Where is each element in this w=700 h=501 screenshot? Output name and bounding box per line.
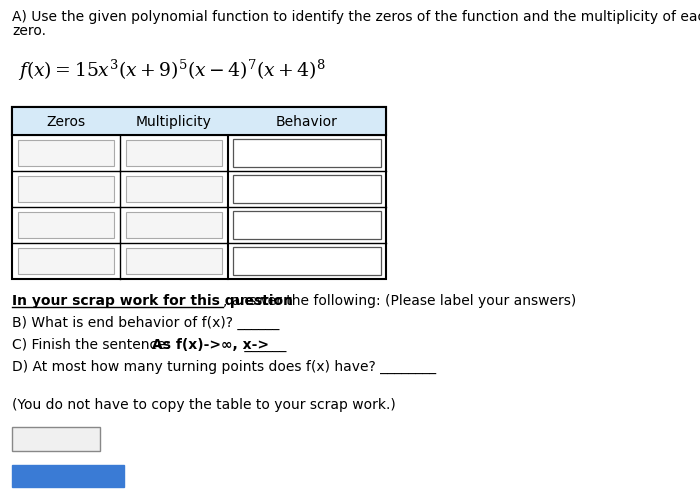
Bar — [233, 176, 381, 203]
Text: zero.: zero. — [12, 24, 46, 38]
Bar — [233, 140, 381, 168]
Text: Behavior: Behavior — [276, 115, 338, 129]
Bar — [18, 141, 114, 167]
Text: Select an answer ∨: Select an answer ∨ — [238, 255, 367, 268]
Text: A) Use the given polynomial function to identify the zeros of the function and t: A) Use the given polynomial function to … — [12, 10, 700, 24]
Text: Submit and End: Submit and End — [9, 469, 127, 482]
Bar — [12, 465, 124, 487]
Bar — [18, 248, 114, 275]
Bar — [233, 247, 381, 276]
Text: Zeros: Zeros — [46, 115, 85, 129]
Bar — [233, 211, 381, 239]
Text: ______: ______ — [240, 337, 286, 351]
Bar — [18, 212, 114, 238]
Bar — [126, 141, 222, 167]
Text: Add Work: Add Work — [22, 432, 90, 446]
Text: Select an answer ∨: Select an answer ∨ — [238, 183, 367, 196]
Text: Select an answer ∨: Select an answer ∨ — [238, 147, 367, 160]
Bar — [12, 108, 386, 136]
Bar — [126, 177, 222, 202]
Bar — [126, 248, 222, 275]
Text: (You do not have to copy the table to your scrap work.): (You do not have to copy the table to yo… — [12, 397, 395, 411]
Bar — [12, 108, 386, 280]
Text: B) What is end behavior of f(x)? ______: B) What is end behavior of f(x)? ______ — [12, 315, 279, 330]
Bar — [12, 427, 100, 451]
Text: D) At most how many turning points does f(x) have? ________: D) At most how many turning points does … — [12, 359, 436, 373]
Text: $f(x) = 15x^3(x + 9)^5(x - 4)^7(x + 4)^8$: $f(x) = 15x^3(x + 9)^5(x - 4)^7(x + 4)^8… — [18, 58, 326, 83]
Text: Select an answer ∨: Select an answer ∨ — [238, 219, 367, 232]
Bar — [126, 212, 222, 238]
Text: , answer the following: (Please label your answers): , answer the following: (Please label yo… — [223, 294, 576, 308]
Text: In your scrap work for this question: In your scrap work for this question — [12, 294, 293, 308]
Text: As f(x)->∞, x->: As f(x)->∞, x-> — [153, 337, 270, 351]
Bar — [18, 177, 114, 202]
Text: Multiplicity: Multiplicity — [136, 115, 212, 129]
Text: C) Finish the sentence:: C) Finish the sentence: — [12, 337, 174, 351]
